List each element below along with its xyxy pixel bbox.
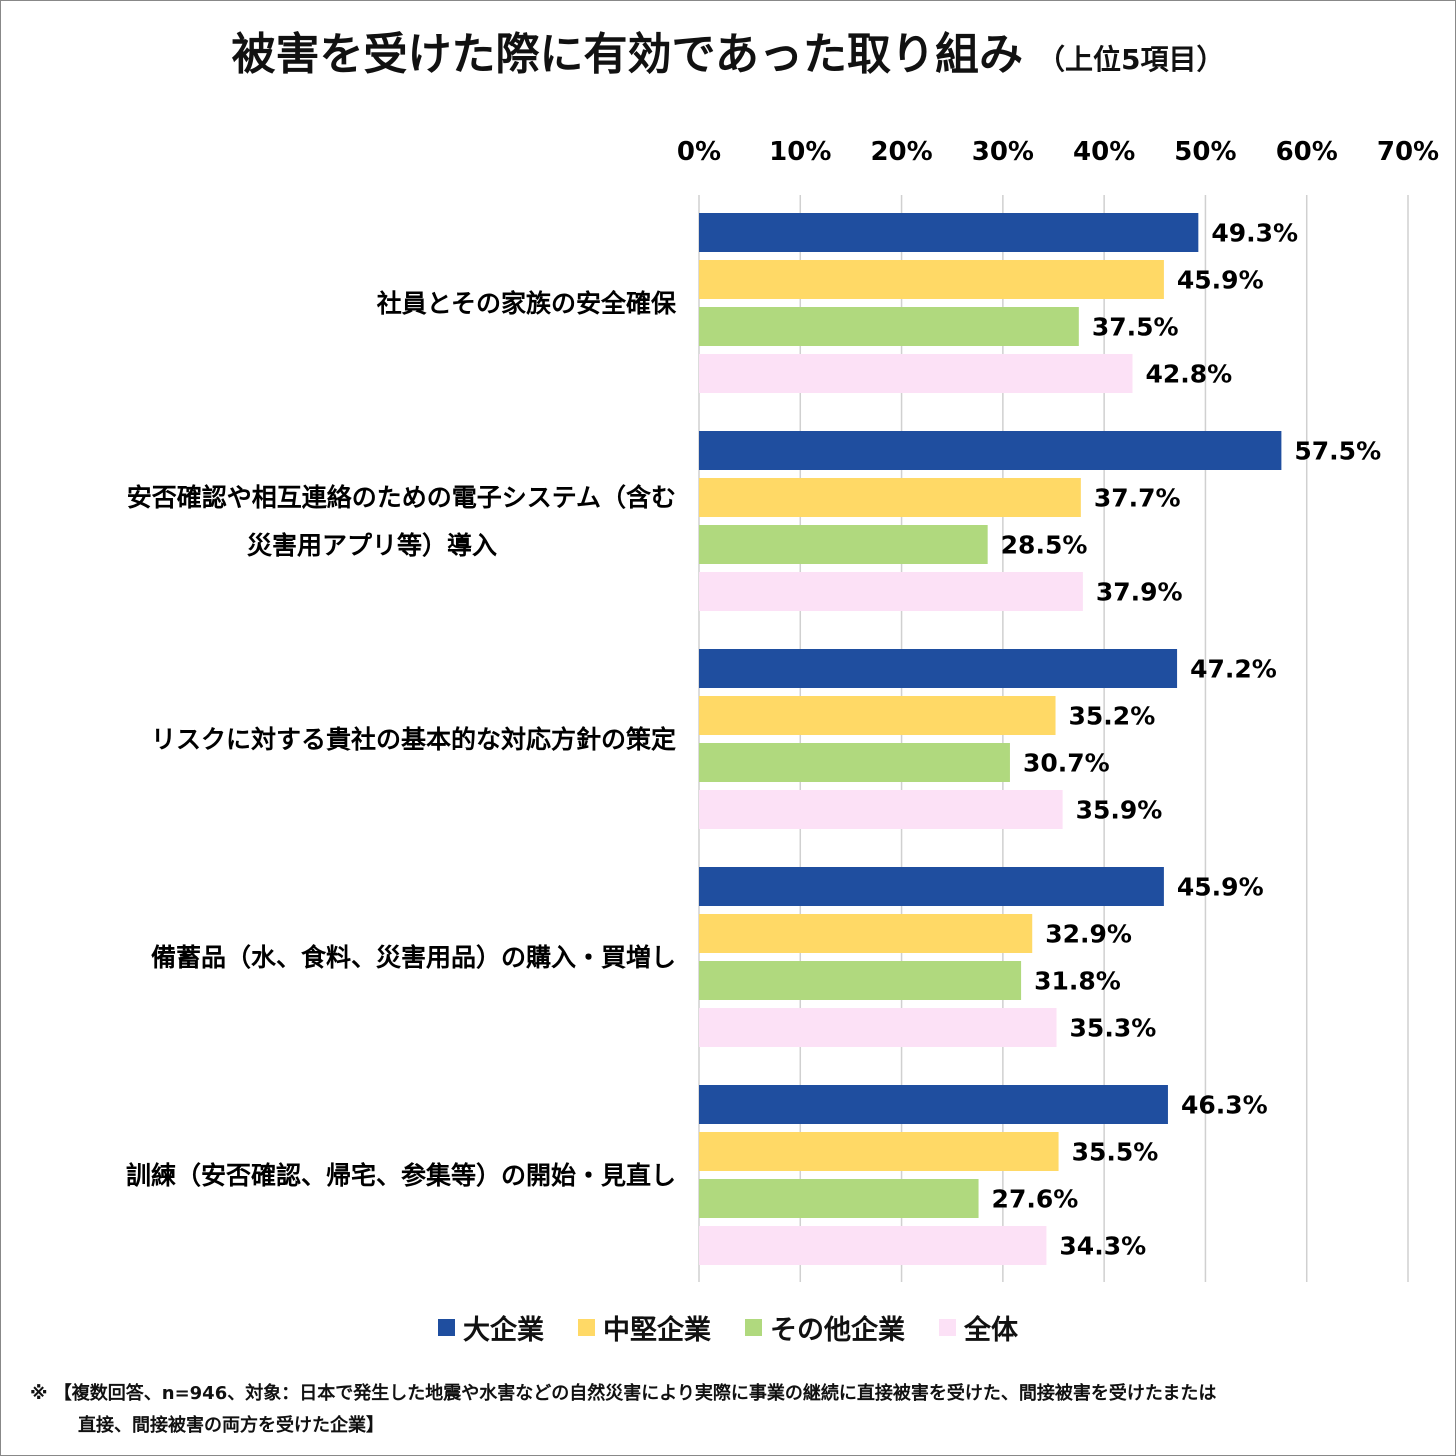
data-label: 37.5% (1092, 313, 1179, 342)
category-label: リスクに対する貴社の基本的な対応方針の策定 (151, 725, 676, 754)
data-label: 32.9% (1045, 920, 1132, 949)
x-tick-label: 10% (769, 137, 831, 167)
x-tick-label: 0% (677, 137, 721, 167)
data-label: 45.9% (1177, 873, 1264, 902)
chart-title: 被害を受けた際に有効であった取り組み （上位5項目） (0, 18, 1456, 82)
subtitle-text: （上位5項目） (1037, 43, 1225, 76)
bar (699, 307, 1079, 346)
footnote: ※ 【複数回答、n=946、対象：日本で発生した地震や水害などの自然災害により実… (30, 1378, 1440, 1442)
legend-label: 大企業 (463, 1315, 544, 1346)
data-label: 30.7% (1023, 749, 1110, 778)
legend-swatch (745, 1319, 762, 1336)
bar (699, 572, 1083, 611)
legend-item: 中堅企業 (578, 1308, 711, 1347)
data-label: 37.9% (1096, 578, 1183, 607)
bar-chart: 0% 10% 20% 30% 40% 50% 60% 70% 社員とその家族の安全確保 49.3%… (126, 137, 1439, 1282)
bar (699, 1226, 1047, 1265)
data-label: 49.3% (1211, 219, 1298, 248)
data-label: 35.5% (1072, 1138, 1159, 1167)
legend-label: その他企業 (770, 1315, 905, 1346)
data-label: 27.6% (992, 1185, 1079, 1214)
bar (699, 354, 1133, 393)
data-label: 57.5% (1294, 437, 1381, 466)
data-label: 28.5% (1001, 531, 1088, 560)
data-label: 45.9% (1177, 266, 1264, 295)
footnote-line-1: ※ 【複数回答、n=946、対象：日本で発生した地震や水害などの自然災害により実… (30, 1383, 1217, 1404)
bar (699, 867, 1164, 906)
x-tick-label: 30% (972, 137, 1034, 167)
bar (699, 1008, 1057, 1047)
data-label: 35.2% (1069, 702, 1156, 731)
bar (699, 478, 1081, 517)
bar (699, 260, 1164, 299)
category-label: 社員とその家族の安全確保 (377, 289, 677, 318)
bar (699, 649, 1178, 688)
bar (699, 961, 1022, 1000)
legend-item: 大企業 (438, 1308, 544, 1347)
legend-item: その他企業 (745, 1308, 905, 1347)
bar (699, 213, 1199, 252)
data-label: 47.2% (1190, 655, 1277, 684)
data-label: 42.8% (1146, 360, 1233, 389)
bar (699, 431, 1282, 470)
legend-swatch (939, 1319, 956, 1336)
legend-swatch (438, 1319, 455, 1336)
bar (699, 914, 1033, 953)
bar (699, 1085, 1168, 1124)
bar (699, 1179, 979, 1218)
category-label: 災害用アプリ等）導入 (247, 531, 497, 560)
category-label: 訓練（安否確認、帰宅、参集等）の開始・見直し (126, 1161, 676, 1190)
category-label: 安否確認や相互連絡のための電子システム（含む (127, 483, 676, 512)
category-label: 備蓄品（水、食料、災害用品）の購入・買増し (151, 943, 676, 972)
x-tick-label: 50% (1174, 137, 1236, 167)
title-text: 被害を受けた際に有効であった取り組み (231, 29, 1024, 80)
bar (699, 525, 988, 564)
footnote-line-2: 直接、間接被害の両方を受けた企業】 (78, 1415, 384, 1436)
legend-swatch (578, 1319, 595, 1336)
legend-label: 中堅企業 (603, 1315, 711, 1346)
data-label: 34.3% (1059, 1232, 1146, 1261)
x-tick-label: 40% (1073, 137, 1135, 167)
bar (699, 696, 1056, 735)
bar (699, 790, 1063, 829)
legend: 大企業 中堅企業 その他企業 全体 (0, 1308, 1456, 1347)
bar (699, 743, 1010, 782)
legend-label: 全体 (964, 1315, 1018, 1346)
data-label: 37.7% (1094, 484, 1181, 513)
data-label: 35.3% (1070, 1014, 1157, 1043)
data-label: 46.3% (1181, 1091, 1268, 1120)
legend-item: 全体 (939, 1308, 1018, 1347)
x-tick-label: 70% (1377, 137, 1439, 167)
data-label: 31.8% (1034, 967, 1121, 996)
bar (699, 1132, 1059, 1171)
x-tick-label: 20% (870, 137, 932, 167)
data-label: 35.9% (1076, 796, 1163, 825)
x-tick-label: 60% (1276, 137, 1338, 167)
